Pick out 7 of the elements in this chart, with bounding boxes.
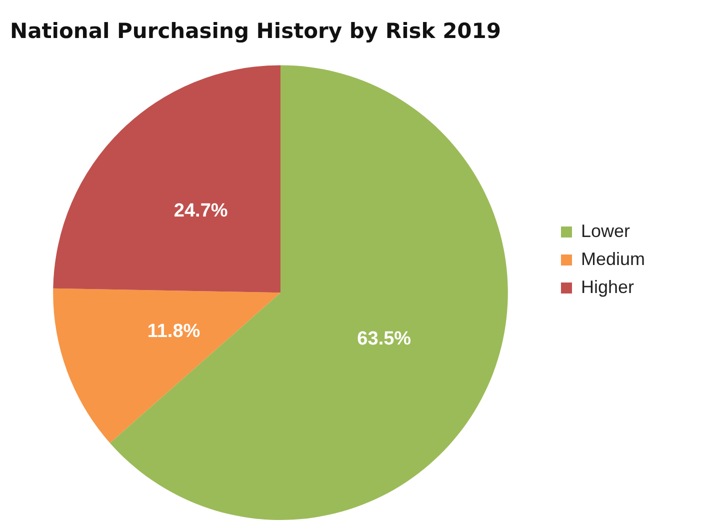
- legend-label: Lower: [580, 220, 630, 241]
- chart-title: National Purchasing History by Risk 2019: [10, 19, 502, 44]
- legend-label: Higher: [580, 276, 634, 297]
- data-label: 11.8%: [147, 321, 200, 342]
- legend-label: Medium: [580, 248, 646, 269]
- data-label: 63.5%: [357, 328, 412, 350]
- data-label: 24.7%: [174, 200, 228, 222]
